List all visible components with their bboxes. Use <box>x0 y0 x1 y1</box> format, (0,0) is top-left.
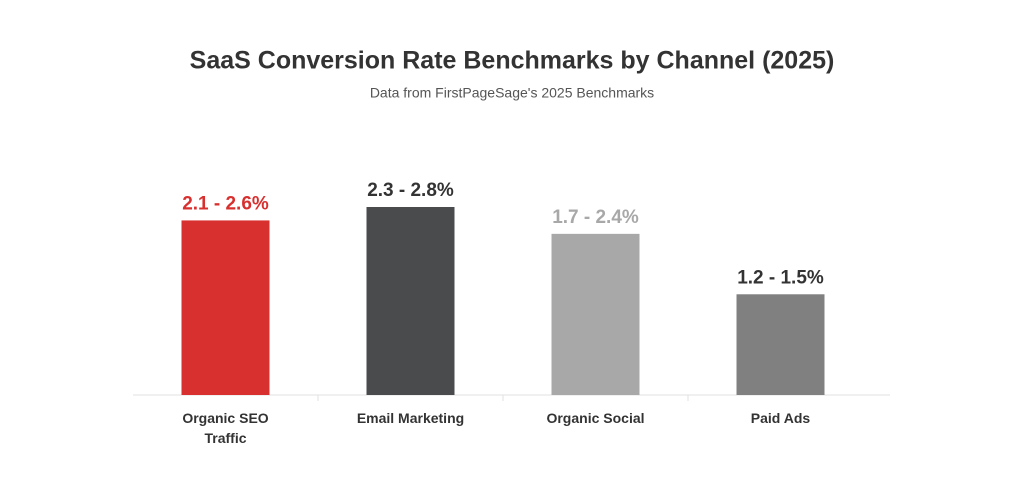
chart-title: SaaS Conversion Rate Benchmarks by Chann… <box>190 47 835 75</box>
value-label: 1.2 - 1.5% <box>737 267 824 288</box>
x-tick-label: Paid Ads <box>750 410 811 426</box>
value-label: 1.7 - 2.4% <box>552 207 639 228</box>
value-label: 2.3 - 2.8% <box>367 180 454 201</box>
value-label: 2.1 - 2.6% <box>182 193 269 214</box>
bar <box>736 294 825 395</box>
chart-subtitle: Data from FirstPageSage's 2025 Benchmark… <box>370 85 654 101</box>
x-tick-label: Organic Social <box>546 410 645 426</box>
x-tick-label: Organic SEO Traffic <box>182 410 269 446</box>
bar <box>551 233 640 395</box>
bar <box>366 207 455 395</box>
x-tick-label: Email Marketing <box>356 410 465 426</box>
bar <box>181 220 270 395</box>
